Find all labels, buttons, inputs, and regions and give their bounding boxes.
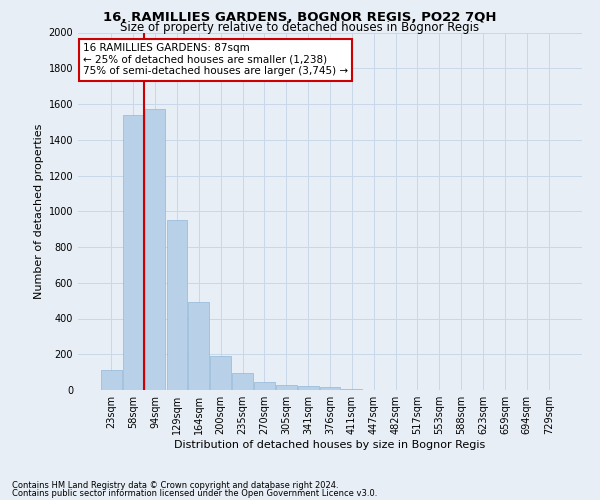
Text: Size of property relative to detached houses in Bognor Regis: Size of property relative to detached ho…: [121, 21, 479, 34]
Bar: [210, 356, 231, 390]
Bar: [254, 382, 275, 390]
Bar: [341, 389, 362, 390]
Bar: [101, 370, 122, 390]
Text: Contains HM Land Registry data © Crown copyright and database right 2024.: Contains HM Land Registry data © Crown c…: [12, 481, 338, 490]
Text: 16 RAMILLIES GARDENS: 87sqm
← 25% of detached houses are smaller (1,238)
75% of : 16 RAMILLIES GARDENS: 87sqm ← 25% of det…: [83, 43, 348, 76]
Bar: [188, 302, 209, 390]
Bar: [232, 373, 253, 390]
Text: 16, RAMILLIES GARDENS, BOGNOR REGIS, PO22 7QH: 16, RAMILLIES GARDENS, BOGNOR REGIS, PO2…: [103, 11, 497, 24]
Bar: [123, 114, 143, 390]
Bar: [167, 220, 187, 390]
Bar: [145, 110, 166, 390]
X-axis label: Distribution of detached houses by size in Bognor Regis: Distribution of detached houses by size …: [175, 440, 485, 450]
Bar: [298, 386, 319, 390]
Text: Contains public sector information licensed under the Open Government Licence v3: Contains public sector information licen…: [12, 489, 377, 498]
Bar: [320, 388, 340, 390]
Y-axis label: Number of detached properties: Number of detached properties: [34, 124, 44, 299]
Bar: [276, 384, 296, 390]
